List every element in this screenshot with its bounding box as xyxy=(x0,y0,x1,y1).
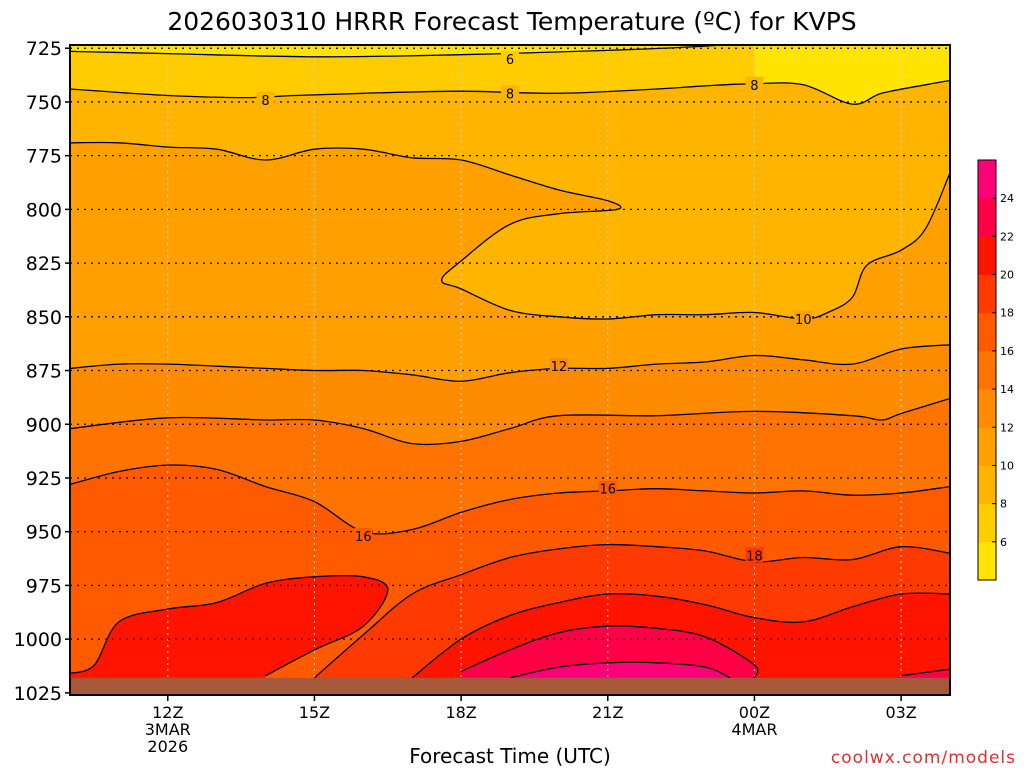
contour-18-6 xyxy=(313,543,950,679)
x-tick-label-21-0: 21Z xyxy=(592,703,623,722)
y-tick-label-1000: 1000 xyxy=(14,629,62,651)
y-tick-label-750: 750 xyxy=(26,92,62,114)
colorbar-label-14: 14 xyxy=(1000,383,1014,396)
y-tick-label-850: 850 xyxy=(26,307,62,329)
contour-label-bg-12-3-0 xyxy=(549,358,568,374)
contour-6-0 xyxy=(70,45,729,58)
chart-title: 2026030310 HRRR Forecast Temperature (ºC… xyxy=(167,7,856,36)
contour-layer: 6 8 8 8 10 12 16 16 18 xyxy=(70,45,950,679)
temperature-fill-layer xyxy=(70,45,950,695)
colorbar-label-12: 12 xyxy=(1000,421,1014,434)
contour-12-3 xyxy=(70,344,950,382)
contour-label-18: 18 xyxy=(746,549,763,564)
contour-label-bg-8-1-2 xyxy=(745,76,764,92)
colorbar-swatch-0 xyxy=(978,541,996,581)
contour-label-8: 8 xyxy=(261,94,269,109)
y-axis: 725 750 775 800 825 850 875 900 925 950 975 1000 102… xyxy=(14,38,70,705)
x-tick-label-24-0: 00Z xyxy=(739,703,770,722)
colorbar-swatch-5 xyxy=(978,350,996,390)
contour-label-8: 8 xyxy=(750,79,758,94)
contour-10-2 xyxy=(70,141,950,320)
colorbar-swatch-7 xyxy=(978,274,996,314)
colorbar-swatch-10 xyxy=(978,160,996,199)
contour-16-5 xyxy=(70,464,950,535)
colorbar-swatch-9 xyxy=(978,198,996,237)
colorbar-frame xyxy=(977,159,997,581)
contour-label-bg-10-2-0 xyxy=(794,310,813,326)
ground-layer xyxy=(70,677,950,695)
contour-14-4 xyxy=(70,397,950,446)
contour-label-bg-8-1-0 xyxy=(256,91,275,107)
y-tick-label-725: 725 xyxy=(26,38,62,60)
colorbar-swatch-2 xyxy=(978,465,996,505)
colorbar-swatch-3 xyxy=(978,427,996,466)
contour-label-16: 16 xyxy=(355,530,372,545)
credit-link[interactable]: coolwx.com/models xyxy=(831,748,1016,768)
contour-20-10 xyxy=(70,574,389,677)
band-20-22-west xyxy=(70,575,388,695)
x-tick-label-12-0: 12Z xyxy=(152,703,183,722)
colorbar-swatch-4 xyxy=(978,389,996,428)
y-tick-label-775: 775 xyxy=(26,146,62,168)
colorbar-label-18: 18 xyxy=(1000,307,1014,320)
colorbar-label-20: 20 xyxy=(1000,269,1014,282)
colorbar-label-24: 24 xyxy=(1000,192,1014,205)
contour-label-8: 8 xyxy=(506,87,514,102)
colorbar-label-8: 8 xyxy=(1000,498,1007,511)
y-tick-label-900: 900 xyxy=(26,414,62,436)
contour-22-11 xyxy=(901,668,950,677)
contour-label-bg-16-5-1 xyxy=(598,480,617,496)
x-tick-label-12-1: 3MAR xyxy=(145,720,191,739)
x-tick-label-27-0: 03Z xyxy=(885,703,916,722)
contour-label-bg-16-5-0 xyxy=(354,527,373,543)
y-tick-label-925: 925 xyxy=(26,468,62,490)
x-tick-label-24-1: 4MAR xyxy=(731,720,777,739)
x-axis-label: Forecast Time (UTC) xyxy=(409,744,611,768)
contour-20-7 xyxy=(411,592,950,679)
y-tick-label-875: 875 xyxy=(26,361,62,383)
contour-label-bg-8-1-1 xyxy=(501,85,519,101)
contour-label-12: 12 xyxy=(551,360,568,375)
contour-24-9 xyxy=(509,661,731,679)
contour-22-8 xyxy=(460,625,759,679)
colorbar-label-22: 22 xyxy=(1000,230,1014,243)
contour-label-bg-18-6-0 xyxy=(745,547,764,563)
y-tick-label-825: 825 xyxy=(26,253,62,275)
ground xyxy=(70,677,950,695)
colorbar-swatch-1 xyxy=(978,503,996,543)
contour-label-6: 6 xyxy=(506,53,514,68)
x-tick-label-18-0: 18Z xyxy=(445,703,476,722)
contour-label-10: 10 xyxy=(795,313,812,328)
colorbar-label-6: 6 xyxy=(1000,536,1007,549)
contour-8-1 xyxy=(70,79,950,105)
y-tick-label-975: 975 xyxy=(26,575,62,597)
y-tick-label-1025: 1025 xyxy=(14,683,62,705)
x-tick-label-12-2: 2026 xyxy=(147,737,188,756)
x-tick-label-15-0: 15Z xyxy=(299,703,330,722)
colorbar-label-10: 10 xyxy=(1000,459,1014,472)
y-tick-label-950: 950 xyxy=(26,522,62,544)
colorbar-swatch-8 xyxy=(978,236,996,275)
colorbar-swatch-6 xyxy=(978,312,996,352)
colorbar-label-16: 16 xyxy=(1000,345,1014,358)
contour-label-16: 16 xyxy=(600,483,617,498)
colorbar: 6 8 10 12 14 16 18 20 22 24 xyxy=(977,159,1014,581)
y-tick-label-800: 800 xyxy=(26,199,62,221)
contour-label-bg-6-0-0 xyxy=(501,50,519,66)
